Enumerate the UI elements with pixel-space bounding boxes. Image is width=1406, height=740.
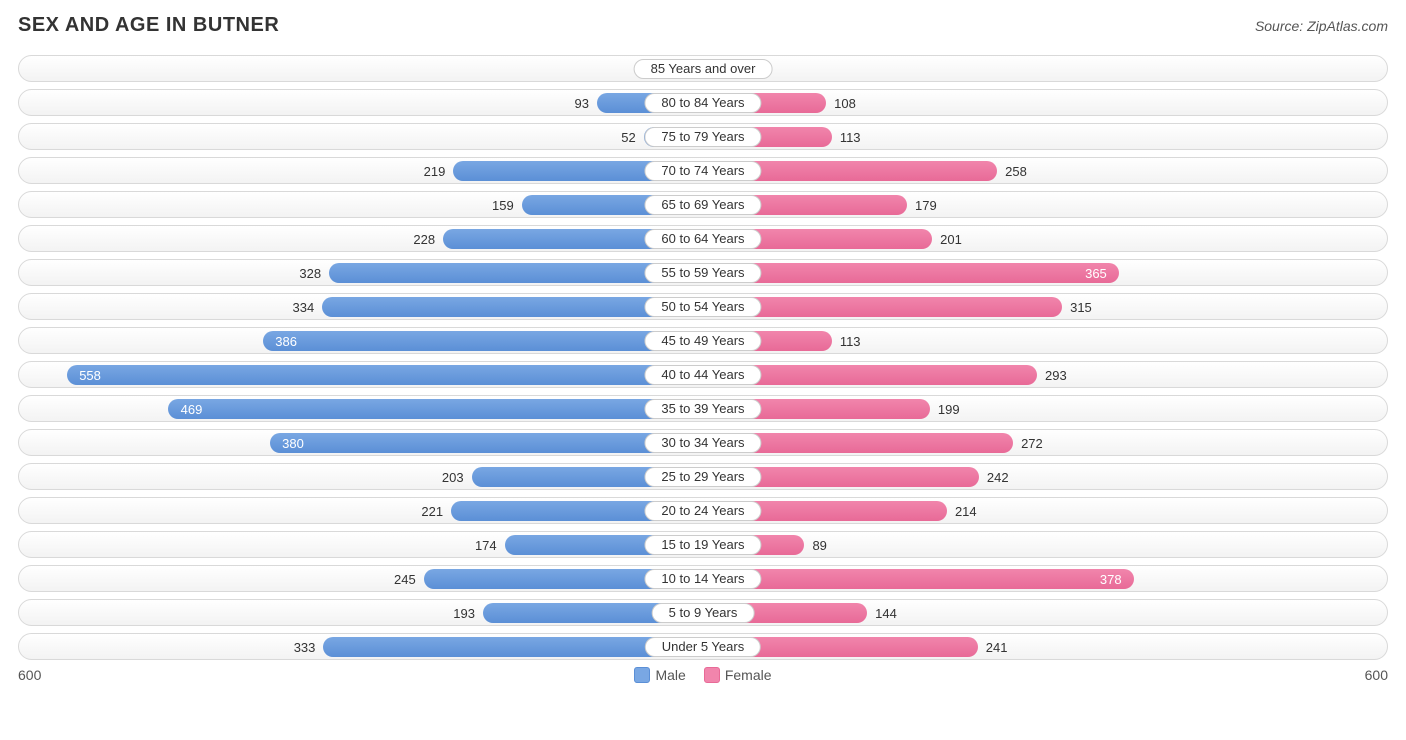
age-label: 45 to 49 Years — [644, 331, 761, 351]
legend: Male Female — [634, 667, 771, 683]
female-value: 201 — [940, 226, 962, 253]
age-label: 75 to 79 Years — [644, 127, 761, 147]
female-value: 315 — [1070, 294, 1092, 321]
axis-max-left: 600 — [18, 667, 41, 683]
population-pyramid-chart: 393685 Years and over 93 108 80 to 84 Years… — [18, 55, 1388, 660]
female-value: 214 — [955, 498, 977, 525]
age-label: 70 to 74 Years — [644, 161, 761, 181]
male-value: 159 — [492, 192, 514, 219]
female-value: 242 — [987, 464, 1009, 491]
age-label: 25 to 29 Years — [644, 467, 761, 487]
female-value: 199 — [938, 396, 960, 423]
female-value: 272 — [1021, 430, 1043, 457]
age-row: 328 365 55 to 59 Years — [18, 259, 1388, 286]
male-value: 380 — [282, 430, 304, 457]
age-row: 333 241 Under 5 Years — [18, 633, 1388, 660]
age-label: 80 to 84 Years — [644, 93, 761, 113]
age-row: 393685 Years and over — [18, 55, 1388, 82]
legend-male-label: Male — [655, 667, 685, 683]
age-label: Under 5 Years — [645, 637, 761, 657]
age-row: 558 293 40 to 44 Years — [18, 361, 1388, 388]
male-swatch-icon — [634, 667, 650, 683]
age-label: 5 to 9 Years — [652, 603, 755, 623]
male-value: 219 — [424, 158, 446, 185]
male-value: 221 — [421, 498, 443, 525]
male-value: 203 — [442, 464, 464, 491]
age-label: 55 to 59 Years — [644, 263, 761, 283]
female-value: 179 — [915, 192, 937, 219]
age-row: 174 89 15 to 19 Years — [18, 531, 1388, 558]
age-label: 15 to 19 Years — [644, 535, 761, 555]
male-value: 245 — [394, 566, 416, 593]
age-row: 219 258 70 to 74 Years — [18, 157, 1388, 184]
age-label: 40 to 44 Years — [644, 365, 761, 385]
female-bar — [703, 569, 1134, 589]
axis-max-right: 600 — [1365, 667, 1388, 683]
age-row: 203 242 25 to 29 Years — [18, 463, 1388, 490]
age-row: 386 113 45 to 49 Years — [18, 327, 1388, 354]
legend-female-label: Female — [725, 667, 772, 683]
age-row: 52 113 75 to 79 Years — [18, 123, 1388, 150]
age-label: 60 to 64 Years — [644, 229, 761, 249]
male-value: 386 — [275, 328, 297, 355]
male-bar — [270, 433, 703, 453]
female-value: 113 — [840, 124, 861, 151]
age-label: 10 to 14 Years — [644, 569, 761, 589]
age-label: 85 Years and over — [634, 59, 773, 79]
age-label: 50 to 54 Years — [644, 297, 761, 317]
age-row: 228 201 60 to 64 Years — [18, 225, 1388, 252]
legend-male: Male — [634, 667, 685, 683]
age-row: 193 144 5 to 9 Years — [18, 599, 1388, 626]
male-value: 469 — [181, 396, 203, 423]
age-row: 334 315 50 to 54 Years — [18, 293, 1388, 320]
age-row: 221 214 20 to 24 Years — [18, 497, 1388, 524]
chart-title: SEX AND AGE IN BUTNER — [18, 14, 279, 37]
female-bar — [703, 263, 1119, 283]
age-row: 159 179 65 to 69 Years — [18, 191, 1388, 218]
male-value: 328 — [299, 260, 321, 287]
male-value: 228 — [413, 226, 435, 253]
female-value: 293 — [1045, 362, 1067, 389]
male-bar — [263, 331, 703, 351]
legend-female: Female — [704, 667, 772, 683]
male-value: 52 — [621, 124, 635, 151]
male-value: 333 — [294, 634, 316, 661]
male-value: 193 — [453, 600, 475, 627]
female-value: 89 — [812, 532, 826, 559]
female-value: 144 — [875, 600, 897, 627]
female-value: 365 — [1085, 260, 1107, 287]
age-row: 469 199 35 to 39 Years — [18, 395, 1388, 422]
male-value: 558 — [79, 362, 101, 389]
female-value: 258 — [1005, 158, 1027, 185]
male-bar — [67, 365, 703, 385]
male-value: 334 — [293, 294, 315, 321]
female-value: 241 — [986, 634, 1008, 661]
female-swatch-icon — [704, 667, 720, 683]
age-label: 20 to 24 Years — [644, 501, 761, 521]
age-label: 35 to 39 Years — [644, 399, 761, 419]
female-value: 108 — [834, 90, 856, 117]
female-value: 378 — [1100, 566, 1122, 593]
age-row: 380 272 30 to 34 Years — [18, 429, 1388, 456]
male-value: 174 — [475, 532, 497, 559]
female-value: 113 — [840, 328, 861, 355]
male-value: 93 — [575, 90, 589, 117]
age-row: 245 378 10 to 14 Years — [18, 565, 1388, 592]
male-bar — [168, 399, 703, 419]
age-label: 65 to 69 Years — [644, 195, 761, 215]
age-label: 30 to 34 Years — [644, 433, 761, 453]
age-row: 93 108 80 to 84 Years — [18, 89, 1388, 116]
source-attribution: Source: ZipAtlas.com — [1255, 18, 1388, 34]
